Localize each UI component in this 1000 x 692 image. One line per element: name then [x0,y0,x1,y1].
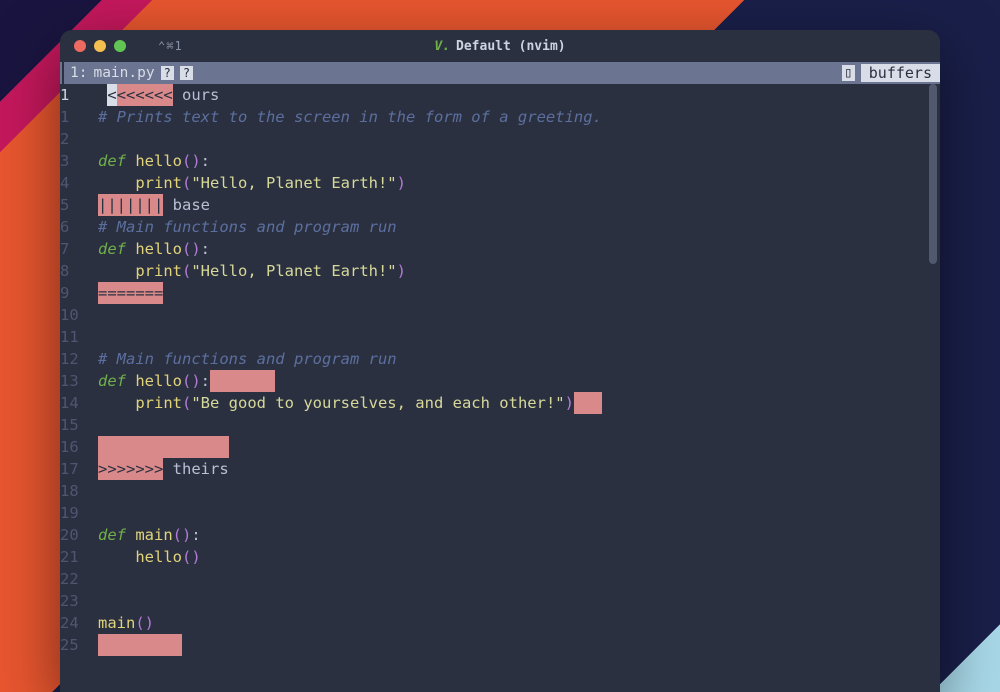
line-number: 9 [60,282,88,304]
code-line[interactable] [98,414,940,436]
line-number: 1 [60,84,88,106]
buffers-icon: ▯ [842,65,855,81]
line-number: 19 [60,502,88,524]
minimize-icon[interactable] [94,40,106,52]
code-line[interactable]: ||||||| base [98,194,940,216]
line-number: 24 [60,612,88,634]
line-number: 20 [60,524,88,546]
code-line[interactable]: print("Hello, Planet Earth!") [98,172,940,194]
tabline-tab[interactable]: 1: main.py ? ? [64,65,199,81]
code-line[interactable] [98,128,940,150]
code-line[interactable]: print("Hello, Planet Earth!") [98,260,940,282]
code-line[interactable]: print("Be good to yourselves, and each o… [98,392,940,414]
line-number: 5 [60,194,88,216]
code-line[interactable]: def hello(): [98,238,940,260]
scrollbar-thumb[interactable] [929,84,937,264]
tab-flag1: ? [161,66,174,80]
line-number: 23 [60,590,88,612]
code-line[interactable]: # Main functions and program run [98,216,940,238]
code-line[interactable]: <<<<<<< ours [98,84,940,106]
scrollbar[interactable] [926,84,940,692]
line-number: 6 [60,216,88,238]
line-number: 13 [60,370,88,392]
line-number: 16 [60,436,88,458]
editor[interactable]: 1123456789101112131415161718192021222324… [60,84,940,692]
tab-shortcut-label: ⌃⌘1 [158,39,183,53]
code-line[interactable] [98,568,940,590]
code-line[interactable] [98,634,940,656]
line-number: 15 [60,414,88,436]
code-line[interactable] [98,326,940,348]
line-number: 8 [60,260,88,282]
maximize-icon[interactable] [114,40,126,52]
line-gutter: 1123456789101112131415161718192021222324… [60,84,98,692]
line-number: 25 [60,634,88,656]
code-line[interactable]: # Main functions and program run [98,348,940,370]
code-line[interactable] [98,436,940,458]
tabline[interactable]: 1: main.py ? ? ▯ buffers [60,62,940,84]
code-line[interactable]: hello() [98,546,940,568]
code-line[interactable]: def hello(): [98,150,940,172]
titlebar[interactable]: ⌃⌘1 V. Default (nvim) [60,30,940,62]
code-line[interactable]: main() [98,612,940,634]
line-number: 7 [60,238,88,260]
code-line[interactable] [98,590,940,612]
code-line[interactable] [98,480,940,502]
line-number: 14 [60,392,88,414]
tab-filename: main.py [93,65,154,81]
tab-flag2: ? [180,66,193,80]
line-number: 3 [60,150,88,172]
line-number: 10 [60,304,88,326]
line-number: 4 [60,172,88,194]
line-number: 12 [60,348,88,370]
code-line[interactable]: >>>>>>> theirs [98,458,940,480]
code-line[interactable] [98,304,940,326]
code-line[interactable]: def hello(): [98,370,940,392]
line-number: 18 [60,480,88,502]
line-number: 17 [60,458,88,480]
line-number: 21 [60,546,88,568]
line-number: 22 [60,568,88,590]
line-number: 11 [60,326,88,348]
code-area[interactable]: <<<<<<< ours# Prints text to the screen … [98,84,940,692]
buffers-button[interactable]: buffers [861,64,940,82]
line-number: 2 [60,128,88,150]
code-line[interactable]: ======= [98,282,940,304]
window-title: Default (nvim) [456,39,566,54]
terminal-window: ⌃⌘1 V. Default (nvim) 1: main.py ? ? ▯ b… [60,30,940,692]
close-icon[interactable] [74,40,86,52]
code-line[interactable]: def main(): [98,524,940,546]
tab-index: 1: [70,65,87,81]
line-number: 1 [60,106,88,128]
code-line[interactable]: # Prints text to the screen in the form … [98,106,940,128]
code-line[interactable] [98,502,940,524]
vim-logo-icon: V. [434,39,450,54]
